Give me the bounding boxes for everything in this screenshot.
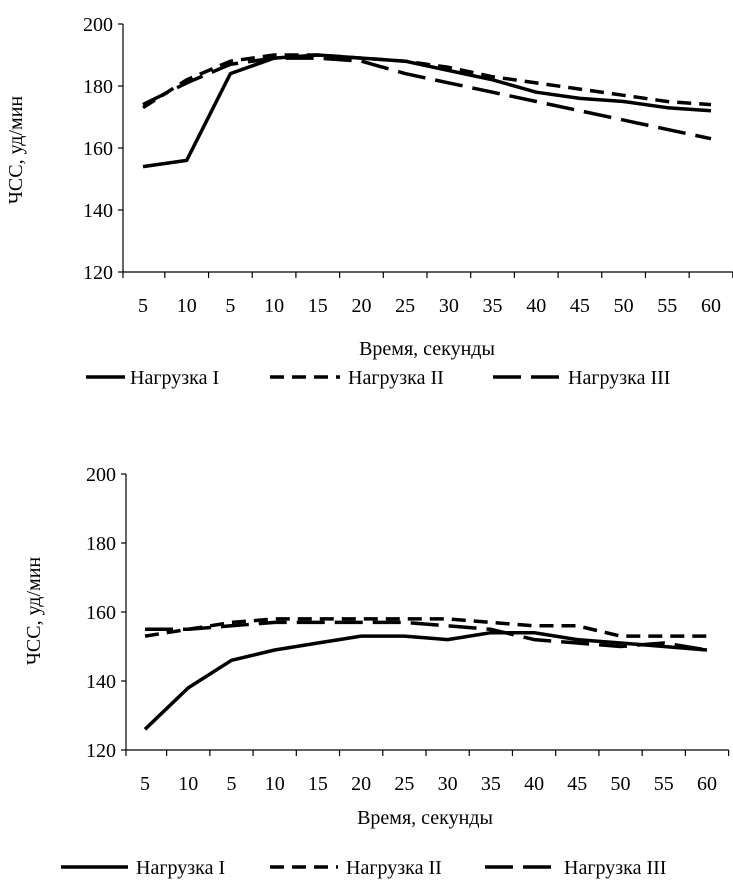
x-tick-label: 5 [226, 773, 236, 795]
x-tick-label: 25 [395, 295, 415, 317]
axes [118, 23, 733, 278]
x-tick-label: 50 [614, 295, 634, 317]
x-tick-label: 10 [178, 773, 198, 795]
y-tick-label: 160 [86, 602, 116, 624]
x-tick-label: 30 [438, 773, 458, 795]
x-tick-label: 20 [351, 773, 371, 795]
x-tick-label: 55 [657, 295, 677, 317]
y-tick-label: 140 [86, 671, 116, 693]
series-line-3 [142, 56, 712, 141]
x-tick-label: 5 [225, 295, 235, 317]
series-line-2 [144, 617, 707, 638]
x-axis-title: Время, секунды [357, 807, 493, 829]
x-tick-label: 60 [701, 295, 721, 317]
series-lines [142, 53, 712, 169]
y-tick-label: 120 [86, 740, 116, 762]
x-tick-label: 25 [394, 773, 414, 795]
x-tick-label: 60 [697, 773, 717, 795]
axes [121, 473, 730, 756]
x-tick-label: 35 [481, 773, 501, 795]
y-tick-label: 180 [83, 76, 113, 98]
x-tick-label: 15 [308, 773, 328, 795]
x-axis-title: Время, секунды [359, 338, 495, 360]
x-tick-label: 55 [654, 773, 674, 795]
y-tick-label: 140 [83, 200, 113, 222]
chart-bottom: ЧСС, уд/мин Время, секунды 120 140 160 180 2… [23, 464, 730, 879]
tick-labels: 120 140 160 180 200 5 10 5 10 15 20 25 30 35 40 45 50 55 6… [83, 14, 721, 317]
x-tick-label: 30 [439, 295, 459, 317]
x-tick-label: 10 [177, 295, 197, 317]
x-tick-label: 5 [140, 773, 150, 795]
legend-label-1: Нагрузка I [136, 857, 225, 879]
legend-label-1: Нагрузка I [130, 367, 219, 389]
x-tick-label: 45 [567, 773, 587, 795]
series-line-1 [143, 630, 708, 731]
series-line-2 [142, 53, 712, 110]
y-tick-label: 120 [83, 262, 113, 284]
legend-label-3: Нагрузка III [564, 857, 666, 879]
legend: Нагрузка I Нагрузка II Нагрузка III [86, 367, 670, 389]
chart-top: ЧСС, уд/мин Время, секунды 120 140 160 180 2… [5, 14, 733, 389]
tick-labels: 120 140 160 180 200 5 10 5 10 15 20 25 30 35 40 45 50 55 6… [86, 464, 717, 795]
series-line-3 [145, 620, 708, 652]
x-tick-label: 40 [524, 773, 544, 795]
series-lines [143, 617, 708, 731]
x-tick-label: 10 [264, 295, 284, 317]
y-tick-label: 160 [83, 138, 113, 160]
legend-label-2: Нагрузка II [346, 857, 442, 879]
series-line-1 [142, 53, 712, 169]
x-tick-label: 35 [483, 295, 503, 317]
x-tick-label: 5 [138, 295, 148, 317]
legend: Нагрузка I Нагрузка II Нагрузка III [61, 857, 666, 879]
legend-label-2: Нагрузка II [348, 367, 444, 389]
y-axis-title: ЧСС, уд/мин [23, 557, 45, 666]
x-tick-label: 15 [308, 295, 328, 317]
x-tick-label: 50 [611, 773, 631, 795]
x-tick-label: 10 [265, 773, 285, 795]
legend-label-3: Нагрузка III [568, 367, 670, 389]
x-tick-label: 40 [526, 295, 546, 317]
x-tick-label: 20 [351, 295, 371, 317]
x-tick-label: 45 [570, 295, 590, 317]
y-tick-label: 200 [83, 14, 113, 36]
y-axis-title: ЧСС, уд/мин [5, 96, 27, 205]
y-tick-label: 200 [86, 464, 116, 486]
y-tick-label: 180 [86, 533, 116, 555]
